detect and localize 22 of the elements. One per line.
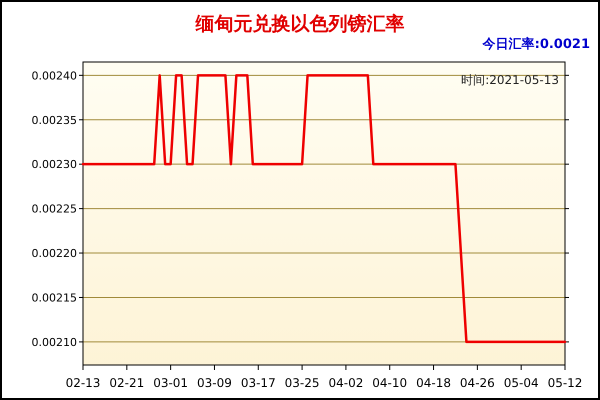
- x-tick-label: 03-25: [284, 376, 320, 390]
- x-tick-label: 03-01: [153, 376, 188, 390]
- x-tick-label: 02-21: [109, 376, 144, 390]
- y-tick-label: 0.00240: [32, 69, 77, 82]
- chart-title: 缅甸元兑换以色列镑汇率: [194, 13, 404, 35]
- y-tick-label: 0.00210: [32, 336, 77, 349]
- x-tick-label: 05-12: [548, 376, 582, 390]
- x-tick-label: 02-13: [66, 376, 100, 390]
- x-tick-label: 04-18: [416, 376, 451, 390]
- y-tick-label: 0.00215: [32, 291, 77, 304]
- x-tick-label: 04-02: [328, 376, 364, 390]
- annotation: 时间:2021-05-13: [461, 73, 559, 87]
- y-tick-label: 0.00230: [32, 158, 77, 172]
- x-tick-label: 05-04: [504, 376, 539, 390]
- x-tick-label: 04-26: [460, 376, 495, 390]
- y-tick-label: 0.00220: [32, 247, 77, 260]
- x-tick-label: 03-17: [240, 376, 276, 390]
- x-tick-label: 03-09: [197, 376, 232, 390]
- x-tick-label: 04-10: [372, 376, 408, 390]
- text: 今日汇率:0.0021: [482, 36, 590, 52]
- y-tick-label: 0.00235: [32, 114, 77, 127]
- y-tick-label: 0.00225: [32, 202, 77, 216]
